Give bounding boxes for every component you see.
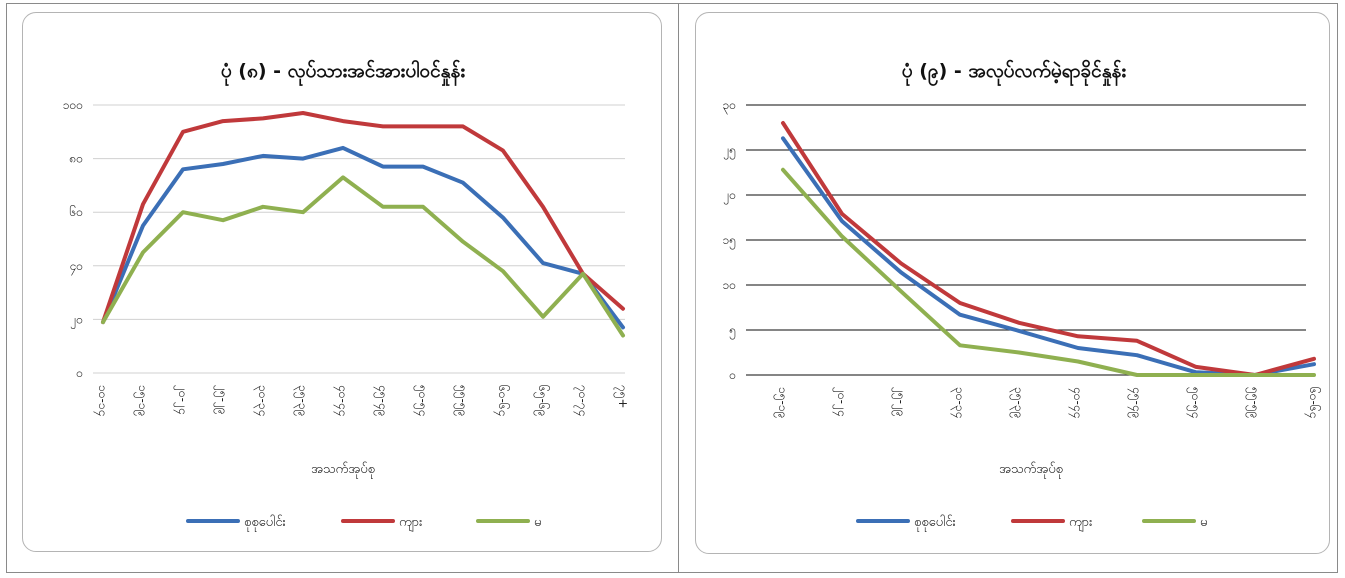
x-tick-label: ၂၀-၂၄ <box>173 385 190 415</box>
legend-label: မ <box>1200 515 1207 530</box>
y-tick-label: ၄၀ <box>70 259 84 276</box>
y-tick-label: ၀ <box>76 366 83 380</box>
x-tick-label: ၁၀-၁၄ <box>93 385 110 416</box>
x-tick-label: ၆၅-၆၉ <box>533 385 551 416</box>
chart-panel-labor-participation: ပုံ (၈) - လုပ်သားအင်အားပါဝင်နှုန်း၀၂၀ ၄၀၆… <box>22 12 662 552</box>
x-tick-label: ၁၅-၁၉ <box>133 385 150 416</box>
y-tick-label: ၂၅ <box>723 143 736 160</box>
legend-label: ကျား <box>399 515 422 532</box>
x-tick-label: ၇၀-၇၄ <box>573 385 590 416</box>
x-tick-label: ၅၀-၅၄ <box>413 385 430 416</box>
x-tick-label: ၃၅-၃၉ <box>293 385 310 416</box>
image-frame <box>6 3 1338 573</box>
x-tick-label: ၄၅-၄၉ <box>1127 387 1144 418</box>
x-tick-label: ၇၅+ <box>613 385 630 409</box>
y-tick-label: ၁၀၀ <box>63 98 83 112</box>
y-tick-label: ၅ <box>729 323 736 340</box>
chart-title: ပုံ (၈) - လုပ်သားအင်အားပါဝင်နှုန်း <box>221 58 465 87</box>
y-tick-label: ၀ <box>729 368 736 382</box>
chart-labor-participation: ပုံ (၈) - လုပ်သားအင်အားပါဝင်နှုန်း၀၂၀၄၀၆… <box>63 58 630 532</box>
series-line-1 <box>101 111 625 325</box>
series-line-1 <box>781 121 1316 377</box>
y-tick-label: ၃၀ <box>723 98 737 115</box>
x-tick-label: ၂၀-၂၄ <box>832 387 849 417</box>
x-tick-label: ၂၅-၂၉ <box>891 387 908 417</box>
y-tick-label: ၁၀ <box>723 278 737 292</box>
y-tick-label: ၂၀ <box>723 188 736 205</box>
x-tick-label: ၄၅-၄၉ <box>373 385 390 416</box>
series-line-0 <box>101 145 625 330</box>
x-axis-title: အသက်အုပ်စု <box>311 461 375 479</box>
chart-unemployment: ပုံ (၉) - အလုပ်လက်မဲ့ရာခိုင်နှုန်း၀၅၁၀၁၅… <box>723 58 1323 532</box>
chart-title: ပုံ (၉) - အလုပ်လက်မဲ့ရာခိုင်နှုန်း <box>902 58 1127 87</box>
x-tick-label: ၅၅-၅၉ <box>453 385 470 416</box>
y-tick-label: ၆၀ <box>70 204 84 219</box>
x-tick-label: ၆၀-၆၄ <box>493 385 511 416</box>
x-tick-label: ၁၅-၁၉ <box>773 387 790 418</box>
x-tick-label: ၄၀-၄၄ <box>1068 387 1085 418</box>
chart-panel-unemployment: ပုံ (၉) - အလုပ်လက်မဲ့ရာခိုင်နှုန်း၀၅၁၀ ၁၅… <box>695 12 1330 554</box>
x-tick-label: ၅၀-၅၄ <box>1186 387 1203 418</box>
panel-divider <box>678 3 679 573</box>
series-line-2 <box>101 175 625 338</box>
x-tick-label: ၃၀-၃၄ <box>950 387 967 418</box>
y-tick-label: ၁၅ <box>723 233 737 250</box>
x-tick-label: ၅၅-၅၉ <box>1245 387 1262 418</box>
y-tick-label: ၂၀ <box>70 312 83 329</box>
series-line-2 <box>781 167 1316 377</box>
x-tick-label: ၆၀-၆၄ <box>1304 387 1322 418</box>
legend-label: မ <box>534 515 541 530</box>
x-tick-label: ၂၅-၂၉ <box>213 385 230 415</box>
x-tick-label: ၃၅-၃၉ <box>1009 387 1026 418</box>
x-axis-title: အသက်အုပ်စု <box>999 461 1063 479</box>
y-tick-label: ၈၀ <box>69 152 83 166</box>
legend-label: စုစုပေါင်း <box>244 514 286 532</box>
x-tick-label: ၄၀-၄၄ <box>333 385 350 416</box>
x-tick-label: ၃၀-၃၄ <box>253 385 270 416</box>
legend-label: ကျား <box>1069 515 1092 532</box>
legend-label: စုစုပေါင်း <box>914 514 956 532</box>
